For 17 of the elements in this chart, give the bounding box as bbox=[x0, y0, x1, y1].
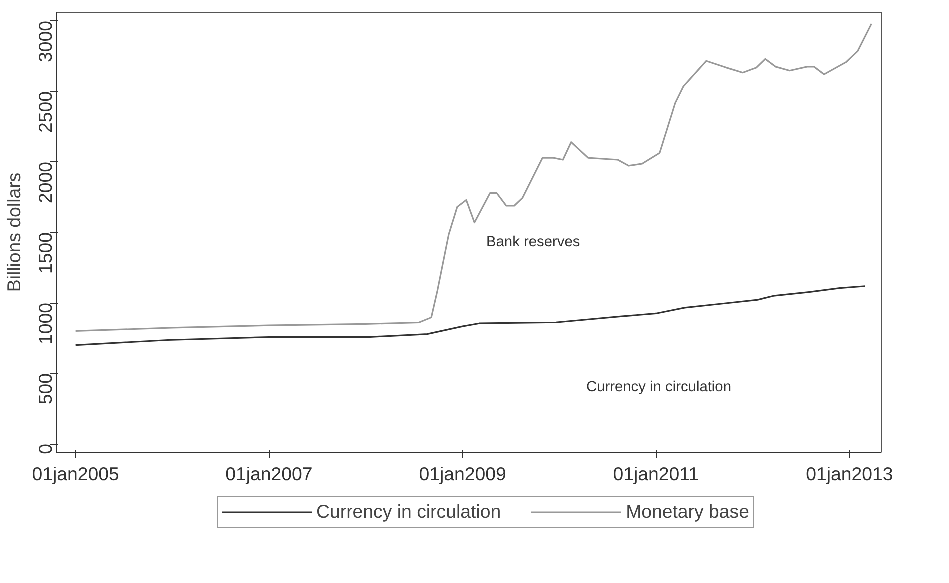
y-tick-label: 1500 bbox=[35, 232, 56, 274]
x-tick-label: 01jan2005 bbox=[32, 464, 120, 484]
y-tick-label: 500 bbox=[35, 374, 56, 405]
legend-label: Monetary base bbox=[626, 501, 750, 523]
legend-label: Currency in circulation bbox=[316, 501, 502, 523]
annotation: Bank reserves bbox=[486, 234, 580, 250]
x-tick-label: 01jan2011 bbox=[613, 464, 700, 484]
y-tick-label: 3000 bbox=[35, 20, 56, 62]
annotation: Currency in circulation bbox=[586, 380, 732, 396]
y-tick-label: 2000 bbox=[35, 162, 56, 204]
x-tick-label: 01jan2007 bbox=[226, 464, 313, 484]
y-tick-label: 0 bbox=[35, 444, 56, 454]
y-tick-label: 2500 bbox=[35, 91, 56, 133]
x-tick-label: 01jan2013 bbox=[806, 464, 894, 484]
y-axis-title: Billions dollars bbox=[4, 172, 24, 292]
y-tick-label: 1000 bbox=[35, 303, 56, 345]
x-tick-label: 01jan2009 bbox=[419, 464, 506, 484]
